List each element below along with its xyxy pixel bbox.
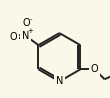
Text: N: N bbox=[22, 31, 29, 41]
Text: O: O bbox=[23, 18, 30, 28]
Text: O: O bbox=[91, 64, 98, 74]
Text: +: + bbox=[27, 28, 33, 34]
Text: O: O bbox=[9, 32, 17, 42]
Text: N: N bbox=[56, 76, 63, 86]
Text: -: - bbox=[29, 16, 32, 22]
